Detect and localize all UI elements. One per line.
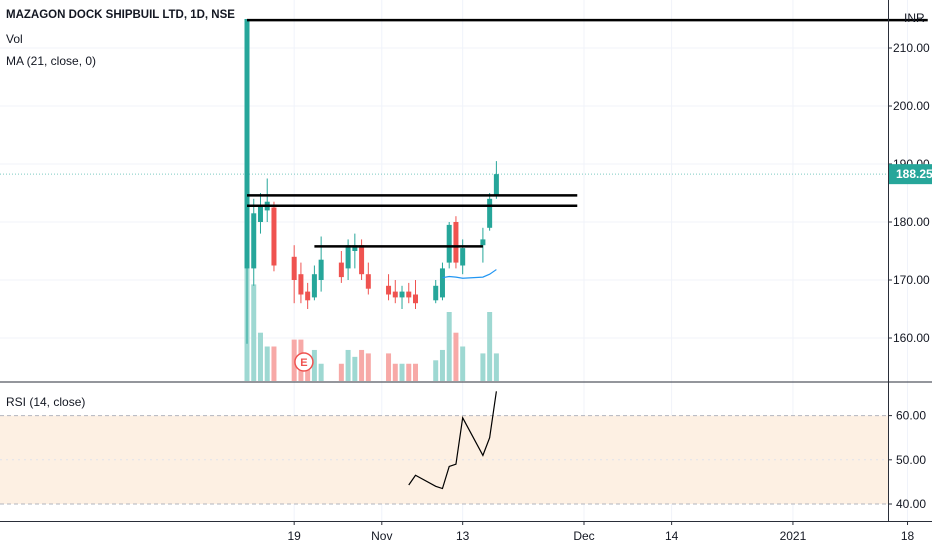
volume-bar: [305, 367, 311, 381]
time-tick-label: 18: [901, 529, 915, 543]
candle-body: [311, 274, 317, 298]
candle-body: [413, 294, 418, 304]
candle-body: [480, 239, 486, 246]
event-layer[interactable]: E: [294, 352, 314, 372]
volume-bar: [311, 349, 317, 381]
candle-body: [392, 291, 398, 298]
volume-bar: [433, 360, 439, 381]
candle-body: [291, 256, 297, 280]
price-tick-label: 210.00: [893, 41, 930, 55]
ma-layer: [442, 269, 497, 279]
candle-body: [271, 207, 277, 266]
candle-body: [298, 274, 304, 295]
volume-bar: [386, 353, 392, 381]
candle-body: [460, 248, 466, 266]
volume-bar: [271, 346, 277, 381]
grid-lines: [0, 0, 909, 521]
rsi-legend[interactable]: RSI (14, close): [6, 395, 86, 409]
volume-bar: [399, 363, 405, 381]
volume-bar: [453, 332, 459, 381]
candle-body: [433, 285, 439, 301]
price-tick-label: 180.00: [893, 215, 930, 229]
candle-body: [338, 262, 344, 278]
last-price-label: 188.25: [896, 167, 932, 181]
candle-body: [305, 291, 311, 301]
volume-bar: [352, 356, 358, 381]
time-tick-label: 13: [456, 529, 470, 543]
volume-bar: [413, 363, 418, 381]
volume-bar: [487, 312, 493, 381]
candle-body: [446, 224, 452, 263]
volume-bar: [338, 363, 344, 381]
volume-bar: [345, 349, 351, 381]
candle-layer: [244, 19, 499, 344]
earnings-marker[interactable]: [294, 352, 314, 372]
rsi-layer: [408, 391, 497, 490]
candle-body: [399, 291, 405, 298]
volume-bar: [493, 353, 499, 381]
last-price-tag: [889, 164, 932, 185]
candle-body: [365, 274, 371, 289]
candle-body: [493, 174, 499, 196]
earnings-marker-label: E: [300, 357, 307, 369]
rsi-tick-label: 40.00: [896, 497, 926, 511]
candle-body: [453, 222, 459, 263]
rsi-tick-label: 60.00: [896, 409, 926, 423]
candle-body: [352, 245, 358, 251]
volume-bar: [365, 353, 371, 381]
price-tick-label: 170.00: [893, 273, 930, 287]
volume-layer: [244, 36, 499, 381]
candle-body: [257, 204, 263, 222]
time-tick-label: Dec: [573, 529, 594, 543]
candle-body: [251, 213, 257, 269]
candle-body: [345, 245, 351, 269]
candle-body: [487, 198, 493, 228]
volume-bar: [406, 363, 412, 381]
volume-bar: [446, 312, 452, 381]
candle-body: [359, 245, 365, 275]
volume-bar: [251, 284, 257, 381]
level-lines-layer[interactable]: [0, 18, 928, 248]
rsi-line: [408, 391, 497, 490]
candle-body: [386, 285, 392, 295]
ma21-line: [442, 269, 497, 279]
ma-legend[interactable]: MA (21, close, 0): [6, 54, 97, 68]
volume-bar: [480, 353, 486, 381]
volume-bar: [392, 363, 398, 381]
volume-bar: [257, 332, 263, 381]
volume-bar: [439, 349, 445, 381]
time-tick-label: 14: [665, 529, 679, 543]
volume-bar: [264, 346, 270, 381]
chart-title[interactable]: MAZAGON DOCK SHIPBUIL LTD, 1D, NSE: [6, 9, 235, 21]
candle-body: [406, 291, 412, 298]
volume-legend[interactable]: Vol: [6, 32, 23, 46]
currency-label[interactable]: INR: [904, 11, 925, 25]
candle-body: [439, 268, 445, 298]
volume-bar: [318, 363, 324, 381]
candle-body: [244, 19, 250, 269]
rsi-band-layer: [0, 415, 888, 505]
price-tick-label: 200.00: [893, 99, 930, 113]
time-tick-label: Nov: [371, 529, 392, 543]
volume-bar: [291, 339, 297, 381]
time-tick-label: 19: [288, 529, 302, 543]
rsi-tick-label: 50.00: [896, 453, 926, 467]
volume-bar: [460, 346, 466, 381]
volume-bar: [359, 349, 365, 381]
candle-body: [318, 259, 324, 280]
price-tick-label: 160.00: [893, 331, 930, 345]
time-tick-label: 2021: [780, 529, 807, 543]
